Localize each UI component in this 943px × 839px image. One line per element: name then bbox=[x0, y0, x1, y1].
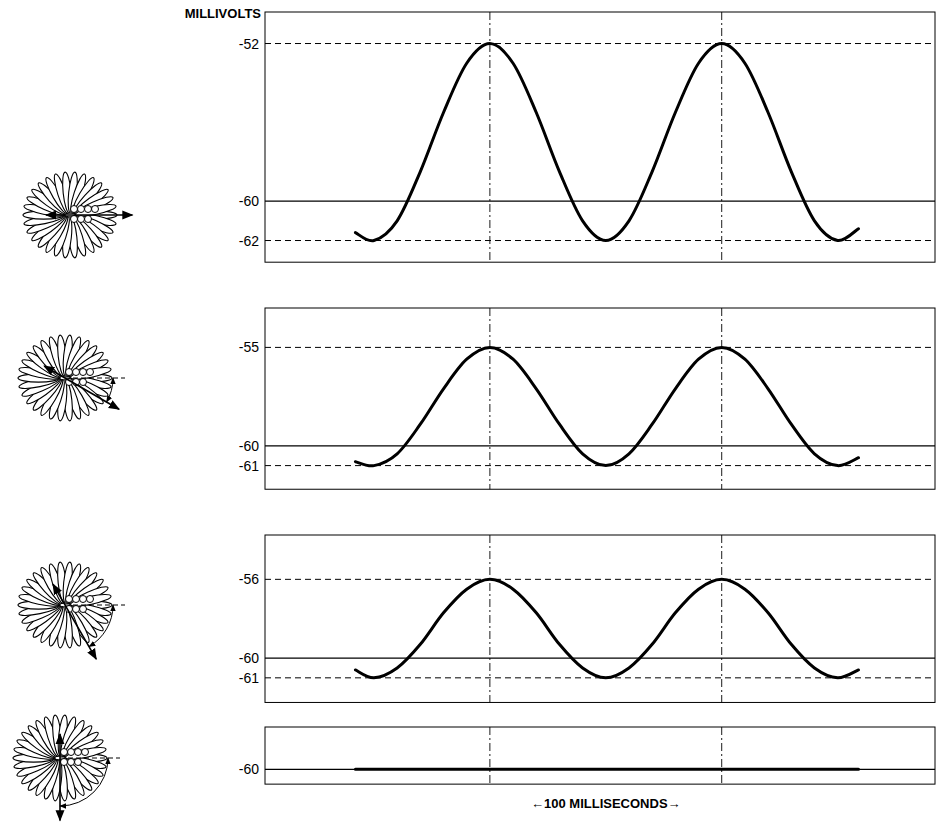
y-tick-label: -60 bbox=[239, 193, 259, 209]
stereocilium-tip bbox=[80, 369, 87, 376]
y-tick-label: -56 bbox=[239, 571, 259, 587]
hair-bundle-icon bbox=[23, 172, 132, 259]
angle-arc bbox=[89, 605, 113, 647]
grid-line bbox=[265, 579, 935, 580]
data-group bbox=[355, 579, 858, 678]
stereocilium-tip bbox=[71, 206, 78, 213]
stereocilium-tip bbox=[78, 206, 85, 213]
stereocilium-tip bbox=[75, 749, 82, 756]
y-tick-label: -61 bbox=[239, 458, 259, 474]
reference-grid-line bbox=[265, 769, 935, 770]
x-grid-line bbox=[489, 727, 490, 784]
x-axis-title: ←100 MILLISECONDS→ bbox=[531, 796, 681, 811]
figure: -62 -60 -52 MILLIVOLTS -61 -60 -55 -61 -60 -56 -60… bbox=[0, 0, 943, 839]
reference-line bbox=[65, 605, 125, 606]
reference-grid-line bbox=[265, 201, 935, 202]
plot-frame bbox=[265, 535, 935, 702]
data-group bbox=[355, 347, 858, 465]
angle-arc bbox=[107, 378, 113, 402]
page: {"chart_data": [ {"type": "line", "y_lab… bbox=[0, 0, 943, 839]
stereocilium-tip bbox=[82, 749, 89, 756]
stereocilium-tip bbox=[87, 369, 94, 376]
y-tick-label: -55 bbox=[239, 339, 259, 355]
stimulus-arrow bbox=[59, 734, 61, 820]
y-tick-label: -60 bbox=[239, 438, 259, 454]
data-group bbox=[355, 44, 858, 241]
y-tick-label: -60 bbox=[239, 650, 259, 666]
x-grid-line bbox=[721, 727, 722, 784]
y-axis-title: MILLIVOLTS bbox=[185, 6, 262, 21]
potential-trace bbox=[355, 347, 858, 465]
reference-grid-line bbox=[265, 658, 935, 659]
y-tick-label: -52 bbox=[239, 36, 259, 52]
stereocilium-tip bbox=[66, 369, 73, 376]
panel: -61 -60 -55 bbox=[239, 308, 935, 489]
x-grid-line bbox=[489, 308, 490, 489]
panel: -60 bbox=[239, 727, 935, 784]
stereocilium-tip bbox=[92, 206, 99, 213]
x-grid-line bbox=[721, 12, 722, 262]
stimulus-arrow bbox=[46, 214, 132, 216]
grid-line bbox=[265, 43, 935, 44]
x-grid-line bbox=[721, 308, 722, 489]
stereocilium-tip bbox=[71, 216, 78, 223]
stereocilium-tip bbox=[68, 759, 75, 766]
stereocilium-tip bbox=[87, 596, 94, 603]
reference-line bbox=[65, 378, 125, 379]
x-grid-line bbox=[489, 535, 490, 702]
y-tick-label: -60 bbox=[239, 761, 259, 777]
plot-frame bbox=[265, 308, 935, 489]
plot-frame bbox=[265, 727, 935, 784]
reference-grid-line bbox=[265, 445, 935, 446]
x-grid-line bbox=[489, 12, 490, 262]
stereocilium-tip bbox=[68, 749, 75, 756]
stereocilium-tip bbox=[85, 216, 92, 223]
grid-line bbox=[265, 347, 935, 348]
hair-bundle-icon bbox=[18, 562, 125, 659]
reference-line bbox=[60, 758, 120, 759]
panel: -62 -60 -52 bbox=[239, 12, 935, 262]
angle-arc bbox=[60, 758, 108, 806]
plot-frame bbox=[265, 12, 935, 262]
x-grid-line bbox=[721, 535, 722, 702]
stereocilium-tip bbox=[85, 206, 92, 213]
stereocilium-tip bbox=[73, 606, 80, 613]
hair-bundle-icon bbox=[18, 335, 125, 422]
stereocilium-tip bbox=[61, 759, 68, 766]
stereocilium-tip bbox=[78, 216, 85, 223]
hair-bundle-icon bbox=[13, 715, 120, 821]
stimulus-arrow bbox=[44, 366, 119, 409]
stereocilium-tip bbox=[80, 379, 87, 386]
potential-trace bbox=[355, 768, 858, 771]
data-group bbox=[355, 769, 858, 770]
stereocilium-tip bbox=[80, 596, 87, 603]
stereocilium-tip bbox=[66, 596, 73, 603]
panel: -61 -60 -56 bbox=[239, 535, 935, 702]
stereocilium-tip bbox=[80, 606, 87, 613]
potential-trace bbox=[355, 579, 858, 678]
y-tick-label: -62 bbox=[239, 233, 259, 249]
stimulus-arrow bbox=[53, 584, 96, 659]
stereocilium-tip bbox=[61, 749, 68, 756]
potential-trace bbox=[355, 44, 858, 241]
stereocilium-tip bbox=[73, 369, 80, 376]
stereocilium-tip bbox=[73, 596, 80, 603]
stereocilium-tip bbox=[75, 759, 82, 766]
y-tick-label: -61 bbox=[239, 670, 259, 686]
